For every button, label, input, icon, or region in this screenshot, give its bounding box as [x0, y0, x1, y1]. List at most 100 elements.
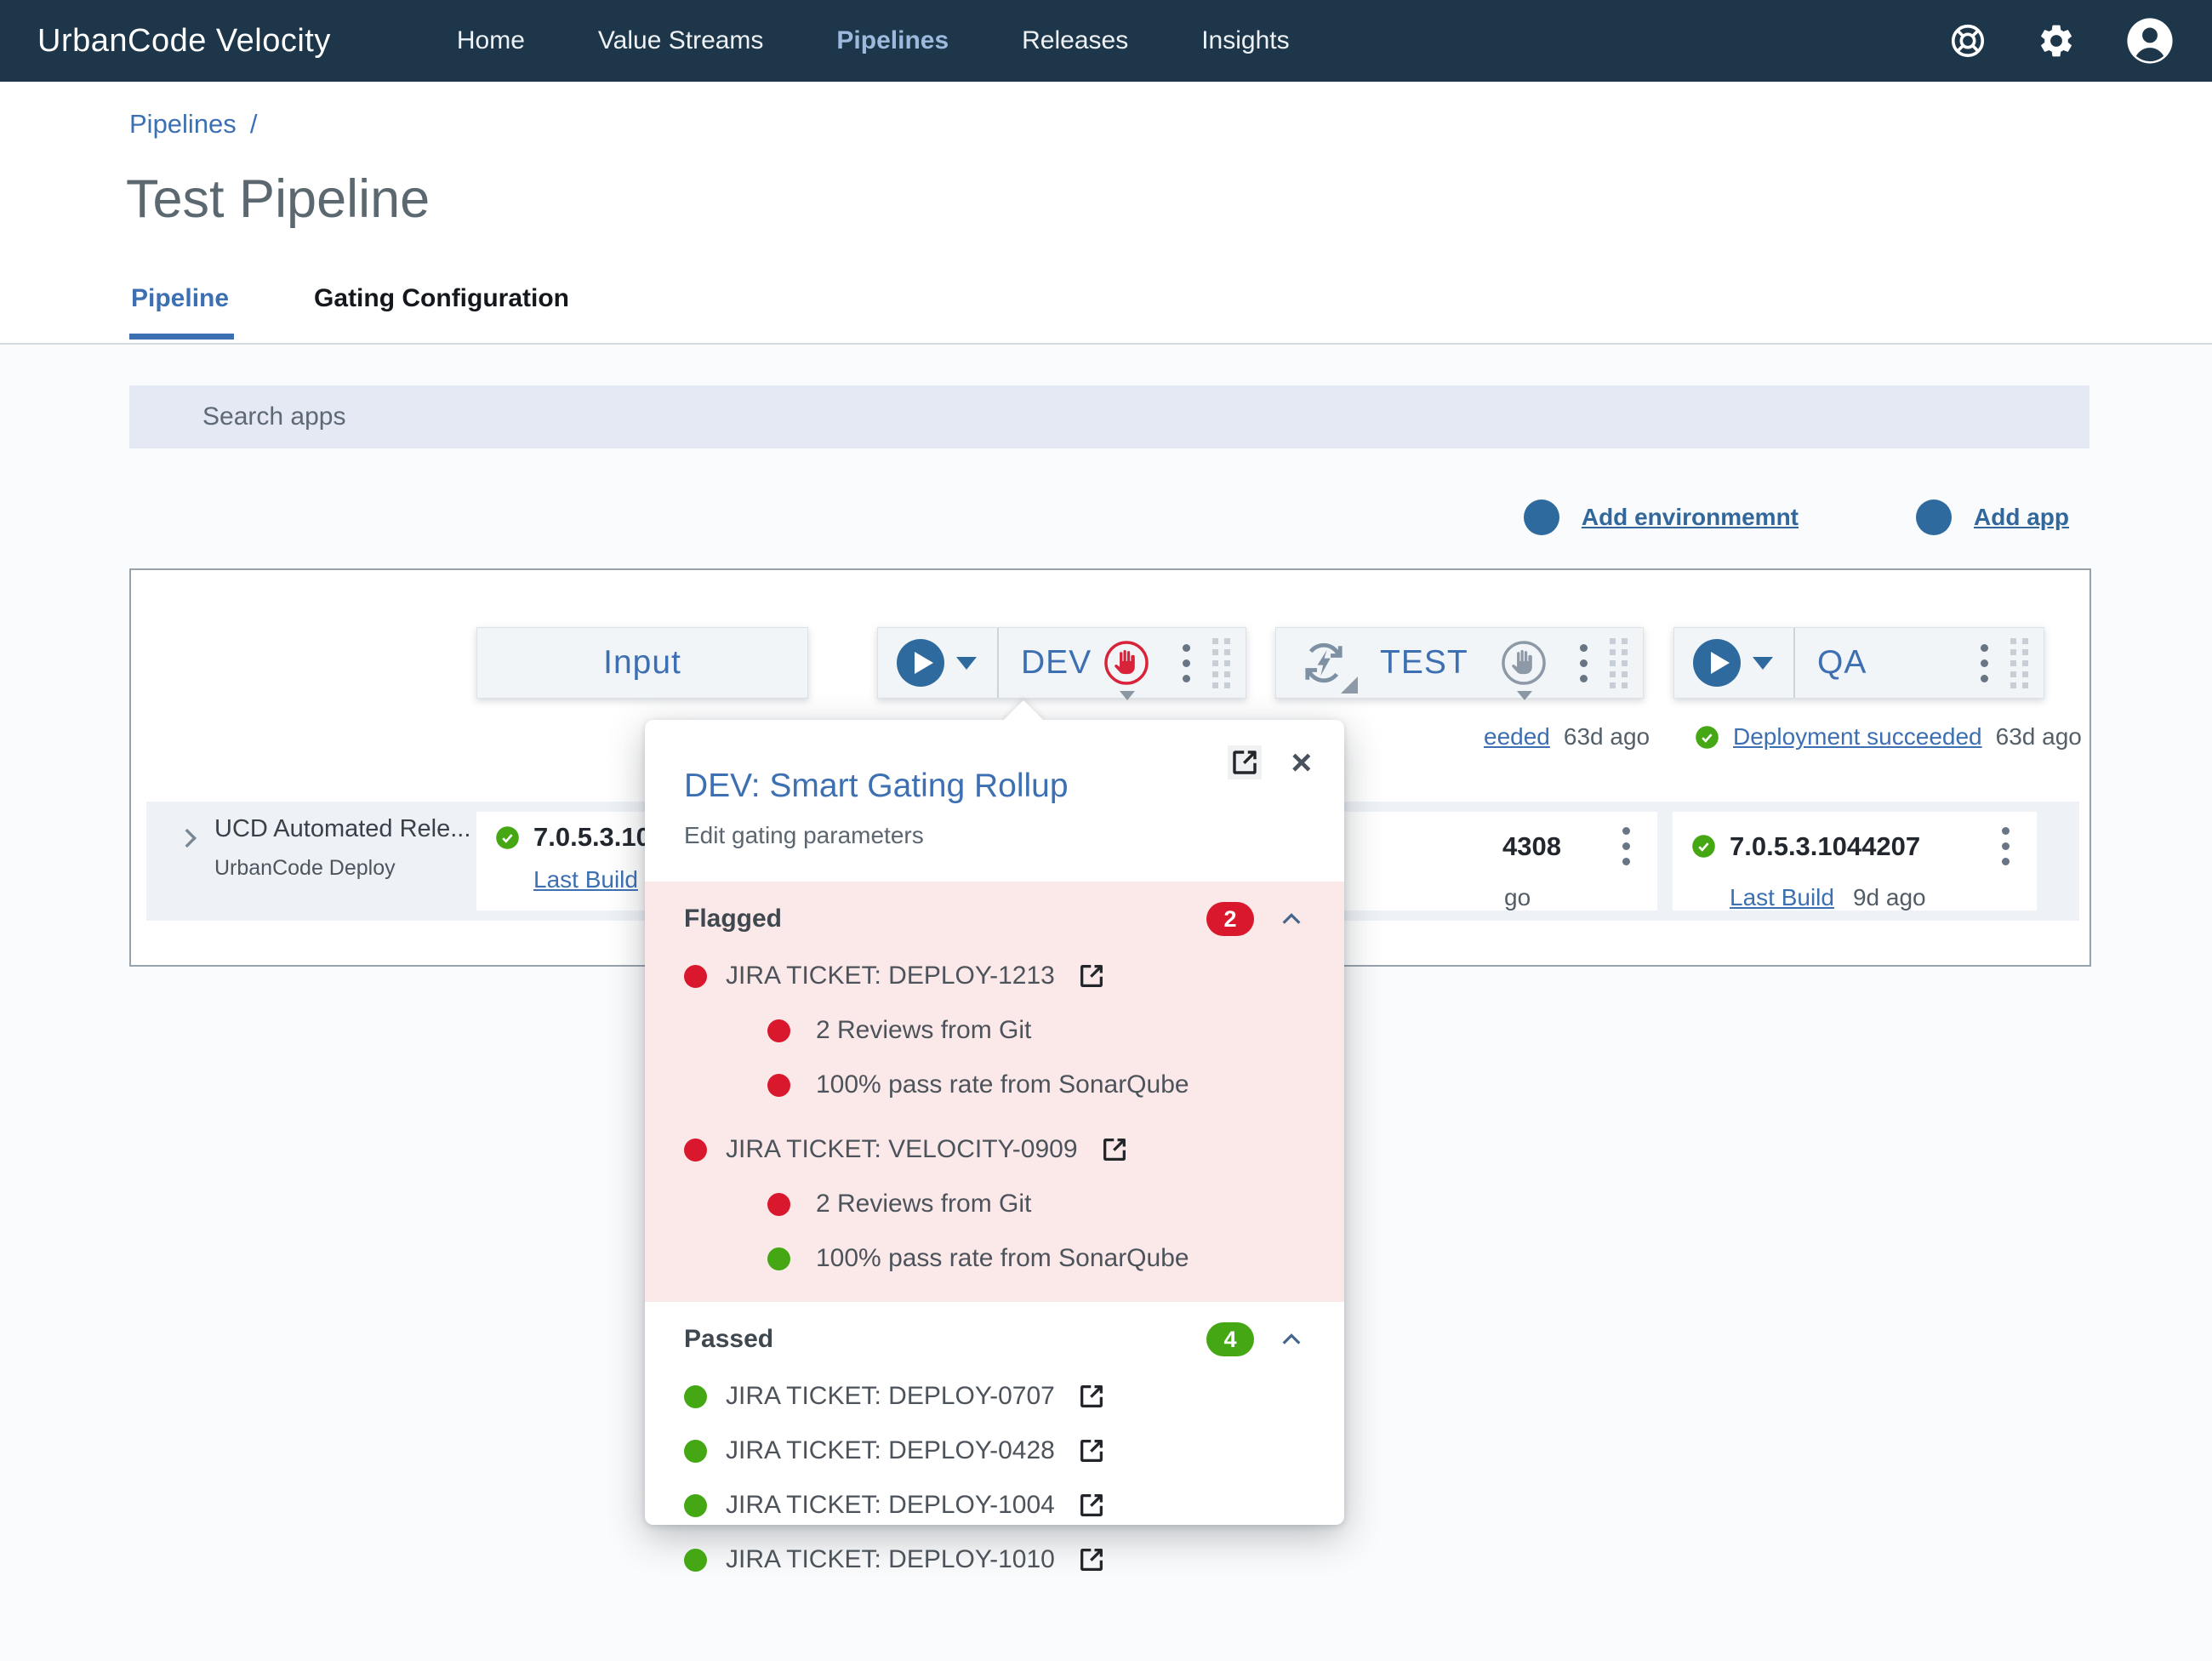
tab-pipeline[interactable]: Pipeline — [129, 284, 235, 340]
red-status-dot-icon — [767, 1019, 790, 1042]
test-auto-deploy-icon[interactable] — [1297, 636, 1358, 694]
success-check-icon — [495, 825, 520, 850]
add-environment-button[interactable]: Add environmemnt — [1523, 499, 1799, 535]
ticket-external-link-icon[interactable] — [1077, 1545, 1106, 1574]
test-drag-handle-icon[interactable] — [1610, 637, 1628, 688]
breadcrumb-separator: / — [249, 109, 258, 139]
ticket-external-link-icon[interactable] — [1077, 1436, 1106, 1465]
popup-close-icon[interactable]: × — [1291, 742, 1312, 782]
tabs: Pipeline Gating Configuration — [129, 284, 574, 340]
tab-gating-configuration[interactable]: Gating Configuration — [314, 284, 570, 312]
test-deployment-status-link[interactable]: eeded — [1484, 723, 1550, 750]
nav-links: Home Value Streams Pipelines Releases In… — [457, 26, 1290, 55]
user-avatar-icon[interactable] — [2125, 16, 2175, 66]
app-brand: UrbanCode Velocity — [37, 22, 331, 59]
passed-collapse-chevron-icon[interactable] — [1278, 1326, 1305, 1353]
gate-check-label: 2 Reviews from Git — [816, 1016, 1032, 1044]
qa-play-dropdown-icon[interactable] — [1753, 656, 1773, 670]
app-expand-chevron-icon[interactable] — [175, 824, 204, 853]
dev-overflow-menu-icon[interactable] — [1174, 639, 1199, 688]
top-nav: UrbanCode Velocity Home Value Streams Pi… — [0, 0, 2212, 82]
test-last-build-time-fragment: go — [1504, 884, 1531, 910]
gate-check-row: 2 Reviews from Git — [767, 1190, 1305, 1219]
ticket-name: JIRA TICKET: VELOCITY-0909 — [726, 1135, 1078, 1163]
gate-check-label: 2 Reviews from Git — [816, 1190, 1032, 1218]
nav-item-insights[interactable]: Insights — [1201, 26, 1290, 54]
nav-item-home[interactable]: Home — [456, 26, 525, 54]
search-input[interactable] — [129, 385, 2089, 448]
red-status-dot-icon — [767, 1073, 790, 1097]
flagged-collapse-chevron-icon[interactable] — [1278, 905, 1305, 933]
divider — [997, 628, 999, 698]
nav-utilities — [1948, 16, 2175, 66]
qa-deployment-status-link[interactable]: Deployment succeeded — [1733, 723, 1982, 750]
ticket-name: JIRA TICKET: DEPLOY-1010 — [726, 1545, 1055, 1573]
settings-gear-icon[interactable] — [2037, 21, 2076, 60]
qa-drag-handle-icon[interactable] — [2010, 637, 2028, 688]
passed-ticket-row: JIRA TICKET: DEPLOY-1004 — [684, 1491, 1305, 1520]
qa-version-card: 7.0.5.3.1044207 Last Build 9d ago — [1673, 812, 2037, 910]
edit-gating-parameters-link[interactable]: Edit gating parameters — [684, 822, 924, 848]
flagged-ticket-row: JIRA TICKET: VELOCITY-0909 — [684, 1135, 1305, 1164]
stage-header-dev: DEV — [877, 627, 1246, 700]
action-links: Add environmemnt Add app — [1523, 499, 2069, 535]
qa-last-build-link[interactable]: Last Build — [1730, 884, 1834, 910]
stage-header-test: TEST — [1275, 627, 1644, 700]
nav-item-value-streams[interactable]: Value Streams — [597, 26, 764, 54]
stage-test-label: TEST — [1380, 644, 1468, 681]
nav-item-pipelines[interactable]: Pipelines — [836, 26, 949, 54]
test-card-overflow-menu-icon[interactable] — [1614, 822, 1639, 870]
ticket-external-link-icon[interactable] — [1077, 1491, 1106, 1520]
test-deployment-status-time: 63d ago — [1563, 723, 1650, 750]
test-deployment-status: eeded 63d ago — [1484, 720, 1650, 754]
gate-check-row: 100% pass rate from SonarQube — [767, 1070, 1305, 1099]
tabs-divider — [0, 343, 2212, 345]
stage-header-input[interactable]: Input — [476, 627, 808, 699]
test-gate-caret-icon — [1517, 691, 1532, 700]
green-status-dot-icon — [684, 1548, 707, 1572]
dev-last-build-link[interactable]: Last Build — [533, 866, 638, 893]
green-status-dot-icon — [684, 1439, 707, 1463]
add-app-icon — [1916, 499, 1952, 535]
ticket-external-link-icon[interactable] — [1100, 1135, 1129, 1164]
passed-ticket-row: JIRA TICKET: DEPLOY-0428 — [684, 1436, 1305, 1465]
passed-section-label: Passed — [684, 1325, 774, 1353]
qa-deployment-status: Deployment succeeded 63d ago — [1695, 720, 2082, 754]
dev-drag-handle-icon[interactable] — [1212, 637, 1230, 688]
help-icon[interactable] — [1948, 21, 1987, 60]
ticket-external-link-icon[interactable] — [1077, 1382, 1106, 1411]
passed-section: Passed 4 JIRA TICKET: DEPLOY-0707 — [645, 1302, 1344, 1603]
passed-count-badge: 4 — [1206, 1322, 1254, 1356]
test-overflow-menu-icon[interactable] — [1571, 639, 1596, 688]
dev-gate-caret-icon — [1120, 691, 1135, 700]
green-status-dot-icon — [767, 1247, 790, 1270]
flagged-section: Flagged 2 JIRA TICKET: DEPLOY-1213 — [645, 882, 1344, 1302]
qa-overflow-menu-icon[interactable] — [1972, 639, 1997, 688]
qa-play-button[interactable] — [1693, 639, 1741, 687]
dev-play-dropdown-icon[interactable] — [956, 656, 977, 670]
qa-card-overflow-menu-icon[interactable] — [1993, 822, 2018, 870]
popup-external-link-icon[interactable] — [1228, 745, 1263, 779]
add-environment-label: Add environmemnt — [1581, 504, 1799, 530]
red-status-dot-icon — [767, 1192, 790, 1216]
passed-ticket-row: JIRA TICKET: DEPLOY-1010 — [684, 1545, 1305, 1574]
gate-check-label: 100% pass rate from SonarQube — [816, 1070, 1189, 1099]
gate-check-row: 100% pass rate from SonarQube — [767, 1244, 1305, 1273]
test-version-fragment: 4308 — [1502, 830, 1561, 861]
gate-check-label: 100% pass rate from SonarQube — [816, 1244, 1189, 1272]
dev-play-button[interactable] — [897, 639, 944, 687]
ticket-name: JIRA TICKET: DEPLOY-1004 — [726, 1491, 1055, 1519]
qa-last-build-time: 9d ago — [1852, 884, 1926, 910]
breadcrumb-pipelines-link[interactable]: Pipelines — [129, 109, 237, 139]
dev-gate-hand-icon[interactable] — [1103, 639, 1150, 700]
qa-version: 7.0.5.3.1044207 — [1730, 830, 1921, 861]
content-area: Add environmemnt Add app Input DEV — [0, 345, 2212, 1661]
add-app-button[interactable]: Add app — [1916, 499, 2069, 535]
ticket-external-link-icon[interactable] — [1077, 962, 1106, 990]
nav-item-releases[interactable]: Releases — [1022, 26, 1129, 54]
green-status-dot-icon — [684, 1384, 707, 1408]
page-header: Pipelines / Test Pipeline Pipeline Gatin… — [0, 82, 2212, 345]
app-name[interactable]: UCD Automated Rele... — [214, 815, 471, 842]
test-gate-hand-icon[interactable] — [1500, 639, 1548, 700]
divider — [1793, 628, 1795, 698]
